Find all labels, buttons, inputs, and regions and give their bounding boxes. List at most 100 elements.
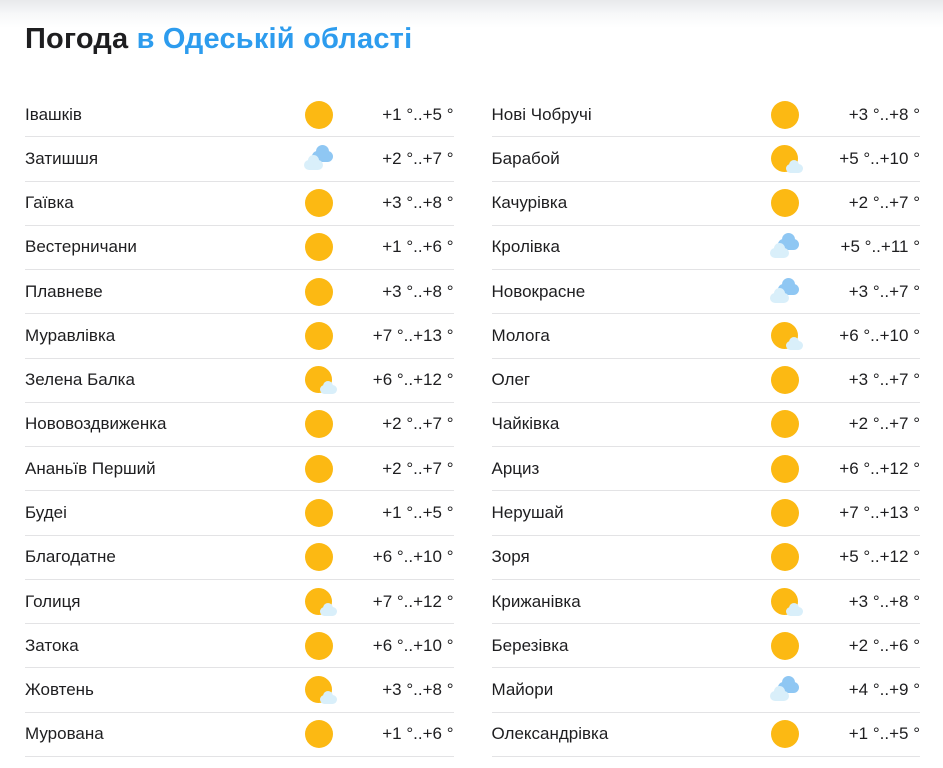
weather-row[interactable]: Арциз +6 °..+12 °: [491, 447, 920, 492]
town-name[interactable]: Березівка: [491, 635, 569, 655]
weather-row[interactable]: Мурована +1 °..+6 °: [25, 713, 454, 757]
sun-behind-cloud-icon: [768, 319, 803, 353]
town-name[interactable]: Плавневе: [25, 281, 103, 301]
weather-row[interactable]: Голиця +7 °..+12 °: [25, 580, 454, 625]
sun-icon: [768, 186, 802, 220]
weather-row[interactable]: Затока +6 °..+10 °: [25, 624, 454, 669]
temperature-range: +2 °..+6 °: [848, 635, 920, 655]
weather-row[interactable]: Жовтень +3 °..+8 °: [25, 668, 454, 713]
town-name[interactable]: Голиця: [25, 591, 81, 611]
temperature-range: +1 °..+5 °: [382, 104, 454, 124]
temperature-range: +2 °..+7 °: [382, 414, 454, 434]
temperature-range: +2 °..+7 °: [382, 148, 454, 168]
town-name[interactable]: Вестерничани: [25, 237, 137, 257]
weather-row[interactable]: Нові Чобручі +3 °..+8 °: [491, 93, 920, 138]
sun-icon: [768, 98, 802, 132]
weather-row[interactable]: Крижанівка +3 °..+8 °: [491, 580, 920, 625]
town-name[interactable]: Ананьїв Перший: [25, 458, 156, 478]
weather-row[interactable]: Чайківка +2 °..+7 °: [491, 403, 920, 448]
temperature-range: +1 °..+6 °: [382, 237, 454, 257]
temperature-range: +6 °..+12 °: [839, 458, 920, 478]
sun-icon: [302, 186, 336, 220]
temperature-range: +5 °..+11 °: [840, 237, 920, 257]
weather-row[interactable]: Нововоздвиженка +2 °..+7 °: [25, 403, 454, 448]
weather-row[interactable]: Олександрівка +1 °..+5 °: [491, 713, 920, 757]
town-name[interactable]: Крижанівка: [491, 591, 581, 611]
weather-row[interactable]: Вестерничани +1 °..+6 °: [25, 226, 454, 271]
town-name[interactable]: Качурівка: [491, 193, 568, 213]
weather-table: Івашків +1 °..+5 ° Затишшя +2 °..+7 ° Гаївка…: [0, 93, 943, 757]
town-name[interactable]: Чайківка: [491, 414, 560, 434]
town-name[interactable]: Олег: [491, 370, 531, 390]
sun-behind-cloud-icon: [302, 673, 337, 707]
sun-icon: [768, 540, 802, 574]
town-name[interactable]: Барабой: [491, 148, 560, 168]
temperature-range: +1 °..+5 °: [382, 503, 454, 523]
page-title-prefix: Погода: [25, 23, 129, 55]
sun-icon: [768, 496, 802, 530]
town-name[interactable]: Зоря: [491, 547, 530, 567]
temperature-range: +7 °..+13 °: [839, 503, 920, 523]
town-name[interactable]: Майори: [491, 680, 554, 700]
clouds-icon: [302, 142, 336, 176]
weather-row[interactable]: Кролівка +5 °..+11 °: [491, 226, 920, 271]
town-name[interactable]: Івашків: [25, 104, 82, 124]
sun-behind-cloud-icon: [302, 585, 337, 619]
sun-icon: [302, 452, 336, 486]
weather-row[interactable]: Молога +6 °..+10 °: [491, 314, 920, 359]
weather-row[interactable]: Благодатне +6 °..+10 °: [25, 536, 454, 580]
weather-row[interactable]: Зелена Балка +6 °..+12 °: [25, 359, 454, 403]
sun-icon: [768, 629, 802, 663]
town-name[interactable]: Муравлівка: [25, 325, 116, 345]
temperature-range: +7 °..+12 °: [372, 591, 454, 611]
weather-row[interactable]: Будеі +1 °..+5 °: [25, 491, 454, 536]
sun-icon: [768, 452, 802, 486]
sun-icon: [302, 717, 336, 751]
town-name[interactable]: Арциз: [491, 458, 540, 478]
weather-row[interactable]: Новокрасне +3 °..+7 °: [491, 270, 920, 315]
weather-row[interactable]: Плавневе +3 °..+8 °: [25, 270, 454, 315]
weather-row[interactable]: Барабой +5 °..+10 °: [491, 137, 920, 182]
temperature-range: +2 °..+7 °: [848, 414, 920, 434]
weather-row[interactable]: Майори +4 °..+9 °: [491, 668, 920, 713]
weather-row[interactable]: Муравлівка +7 °..+13 °: [25, 314, 454, 359]
temperature-range: +2 °..+7 °: [848, 193, 920, 213]
sun-icon: [768, 717, 802, 751]
town-name[interactable]: Жовтень: [25, 680, 94, 700]
weather-row[interactable]: Затишшя +2 °..+7 °: [25, 137, 454, 182]
weather-row[interactable]: Качурівка +2 °..+7 °: [491, 182, 920, 226]
region-link[interactable]: в Одеській області: [136, 23, 413, 55]
town-name[interactable]: Будеі: [25, 503, 67, 523]
weather-row[interactable]: Березівка +2 °..+6 °: [491, 624, 920, 669]
town-name[interactable]: Мурована: [25, 724, 104, 744]
page-header: Погода в Одеській області: [0, 0, 943, 56]
temperature-range: +3 °..+7 °: [848, 370, 920, 390]
town-name[interactable]: Нові Чобручі: [491, 104, 592, 124]
temperature-range: +6 °..+10 °: [372, 635, 454, 655]
town-name[interactable]: Зелена Балка: [25, 370, 135, 390]
town-name[interactable]: Нерушай: [491, 503, 564, 523]
town-name[interactable]: Гаївка: [25, 193, 74, 213]
town-name[interactable]: Кролівка: [491, 237, 560, 257]
town-name[interactable]: Нововоздвиженка: [25, 414, 167, 434]
weather-row[interactable]: Гаївка +3 °..+8 °: [25, 182, 454, 226]
temperature-range: +1 °..+6 °: [382, 724, 454, 744]
weather-row[interactable]: Ананьїв Перший +2 °..+7 °: [25, 447, 454, 492]
weather-row[interactable]: Нерушай +7 °..+13 °: [491, 491, 920, 536]
town-name[interactable]: Благодатне: [25, 547, 116, 567]
town-name[interactable]: Молога: [491, 325, 550, 345]
temperature-range: +3 °..+7 °: [848, 281, 920, 301]
page-title: Погода в Одеській області: [25, 22, 918, 56]
town-name[interactable]: Новокрасне: [491, 281, 586, 301]
town-name[interactable]: Затока: [25, 635, 79, 655]
sun-icon: [302, 98, 336, 132]
weather-row[interactable]: Олег +3 °..+7 °: [491, 359, 920, 403]
town-name[interactable]: Затишшя: [25, 148, 99, 168]
weather-row[interactable]: Зоря +5 °..+12 °: [491, 536, 920, 580]
town-name[interactable]: Олександрівка: [491, 724, 609, 744]
sun-icon: [302, 540, 336, 574]
clouds-icon: [768, 673, 802, 707]
temperature-range: +2 °..+7 °: [382, 458, 454, 478]
temperature-range: +6 °..+12 °: [372, 370, 454, 390]
weather-row[interactable]: Івашків +1 °..+5 °: [25, 93, 454, 138]
